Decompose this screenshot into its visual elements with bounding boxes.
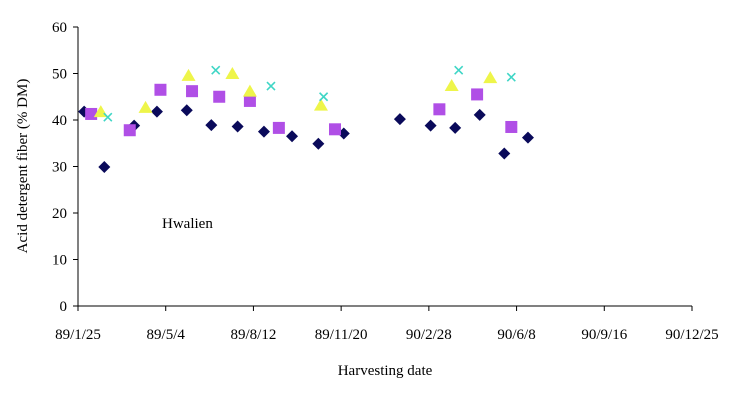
data-points xyxy=(78,65,534,173)
triangle-point xyxy=(313,98,328,111)
x-tick-label: 89/11/20 xyxy=(315,327,368,343)
x-tick-label: 90/12/25 xyxy=(665,327,718,343)
triangle-point xyxy=(181,68,196,81)
square-point xyxy=(272,121,285,134)
x-point xyxy=(319,92,329,102)
x-point xyxy=(454,65,464,75)
diamond-point xyxy=(312,137,325,150)
triangle-point xyxy=(483,71,498,84)
square-point xyxy=(213,90,226,103)
x-point xyxy=(211,65,221,75)
diamond-point xyxy=(498,147,511,160)
triangle-point xyxy=(138,100,153,113)
triangle-point xyxy=(225,66,240,79)
triangle-point xyxy=(444,79,459,92)
diamond-point xyxy=(98,160,111,173)
diamond-point xyxy=(521,131,534,144)
diamond-point xyxy=(180,104,193,117)
x-tick-label: 89/8/12 xyxy=(231,327,277,343)
x-point xyxy=(506,72,516,82)
annotation-label: Hwalien xyxy=(162,216,213,232)
y-tick-label: 0 xyxy=(60,299,68,315)
square-point xyxy=(329,123,342,136)
triangle-point xyxy=(242,84,257,97)
x-tick-label: 89/1/25 xyxy=(55,327,101,343)
x-tick-label: 90/6/8 xyxy=(497,327,535,343)
x-point xyxy=(103,112,113,122)
diamond-point xyxy=(205,119,218,132)
x-axis-label: Harvesting date xyxy=(338,363,433,379)
y-tick-label: 20 xyxy=(52,206,67,222)
y-tick-label: 10 xyxy=(52,253,67,269)
y-tick-label: 40 xyxy=(52,113,67,129)
diamond-point xyxy=(424,119,437,132)
diamond-point xyxy=(150,105,163,118)
y-tick-label: 30 xyxy=(52,160,67,176)
x-point xyxy=(266,81,276,91)
square-point xyxy=(85,107,98,120)
square-point xyxy=(123,124,136,137)
axes xyxy=(77,27,692,307)
x-tick-label: 90/2/28 xyxy=(406,327,452,343)
diamond-point xyxy=(257,125,270,138)
x-tick-label: 90/9/16 xyxy=(581,327,627,343)
diamond-point xyxy=(231,120,244,133)
diamond-point xyxy=(286,130,299,143)
square-point xyxy=(471,88,484,101)
y-tick-label: 60 xyxy=(52,20,67,36)
y-tick-label: 50 xyxy=(52,67,67,83)
square-point xyxy=(243,94,256,107)
square-point xyxy=(505,120,518,133)
square-point xyxy=(154,83,167,96)
square-point xyxy=(186,85,199,98)
y-ticks: 0 10 20 30 40 50 60 xyxy=(52,20,78,315)
x-ticks: 89/1/25 89/5/4 89/8/12 89/11/20 90/2/28 90/6/… xyxy=(55,306,719,343)
diamond-point xyxy=(449,121,462,134)
diamond-point xyxy=(393,113,406,126)
diamond-point xyxy=(473,108,486,121)
x-tick-label: 89/5/4 xyxy=(147,327,186,343)
square-point xyxy=(433,103,446,116)
y-axis-label: Acid detergent fiber (% DM) xyxy=(15,79,31,254)
